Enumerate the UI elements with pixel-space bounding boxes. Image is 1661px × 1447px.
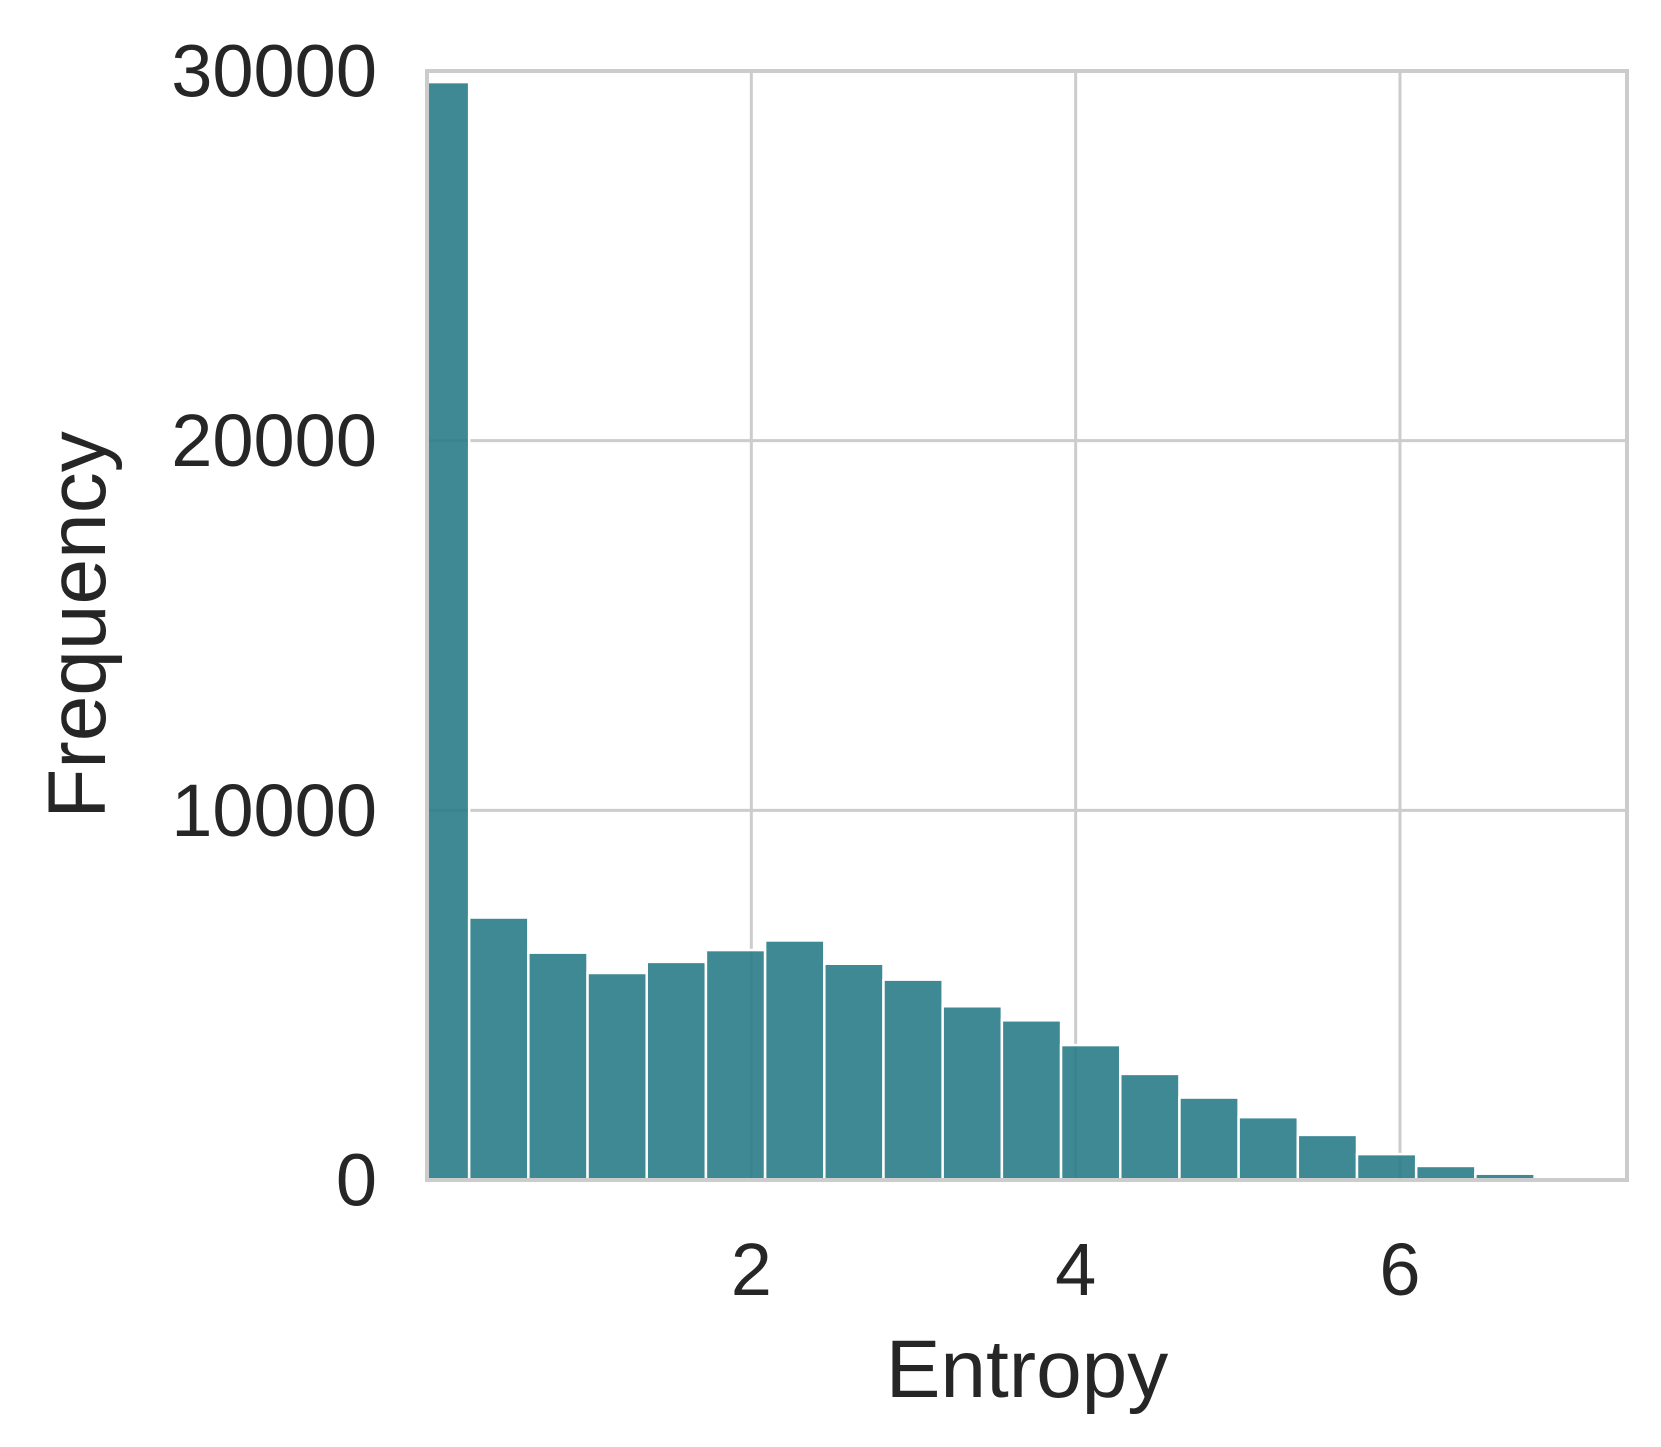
y-tick-label-1: 10000 [171,769,377,852]
x-axis-label: Entropy [886,1324,1169,1415]
histogram-bar-10 [1000,1019,1063,1182]
y-tick-label-3: 30000 [171,30,377,113]
histogram-bar-2 [527,951,589,1182]
histogram-bar-17 [1414,1164,1477,1182]
x-tick-label-2: 6 [1379,1228,1420,1311]
histogram-bar-6 [763,939,826,1182]
histogram-bar-12 [1118,1072,1181,1182]
y-axis-ticks: 0 10000 20000 30000 [171,30,377,1222]
histogram-bar-0 [425,80,471,1182]
histogram-bar-15 [1296,1133,1359,1182]
histogram-bar-13 [1178,1096,1240,1182]
histogram-bar-3 [586,971,648,1182]
histogram-bar-8 [882,978,944,1182]
histogram-bar-1 [467,916,530,1182]
histogram-bar-7 [823,962,885,1182]
histogram-bar-4 [645,960,708,1182]
histogram-bar-16 [1355,1152,1418,1182]
x-tick-label-0: 2 [731,1228,772,1311]
y-tick-label-0: 0 [336,1139,377,1222]
histogram-bar-14 [1237,1115,1300,1182]
y-tick-label-2: 20000 [171,399,377,482]
histogram-bar-11 [1059,1043,1122,1182]
plot-frame [425,69,1629,1182]
histogram-bar-5 [704,948,767,1182]
y-axis-label: Frequency [32,431,123,818]
x-axis-ticks: 2 4 6 [731,1228,1421,1311]
x-tick-label-1: 4 [1055,1228,1096,1311]
histogram-bar-9 [941,1005,1004,1182]
